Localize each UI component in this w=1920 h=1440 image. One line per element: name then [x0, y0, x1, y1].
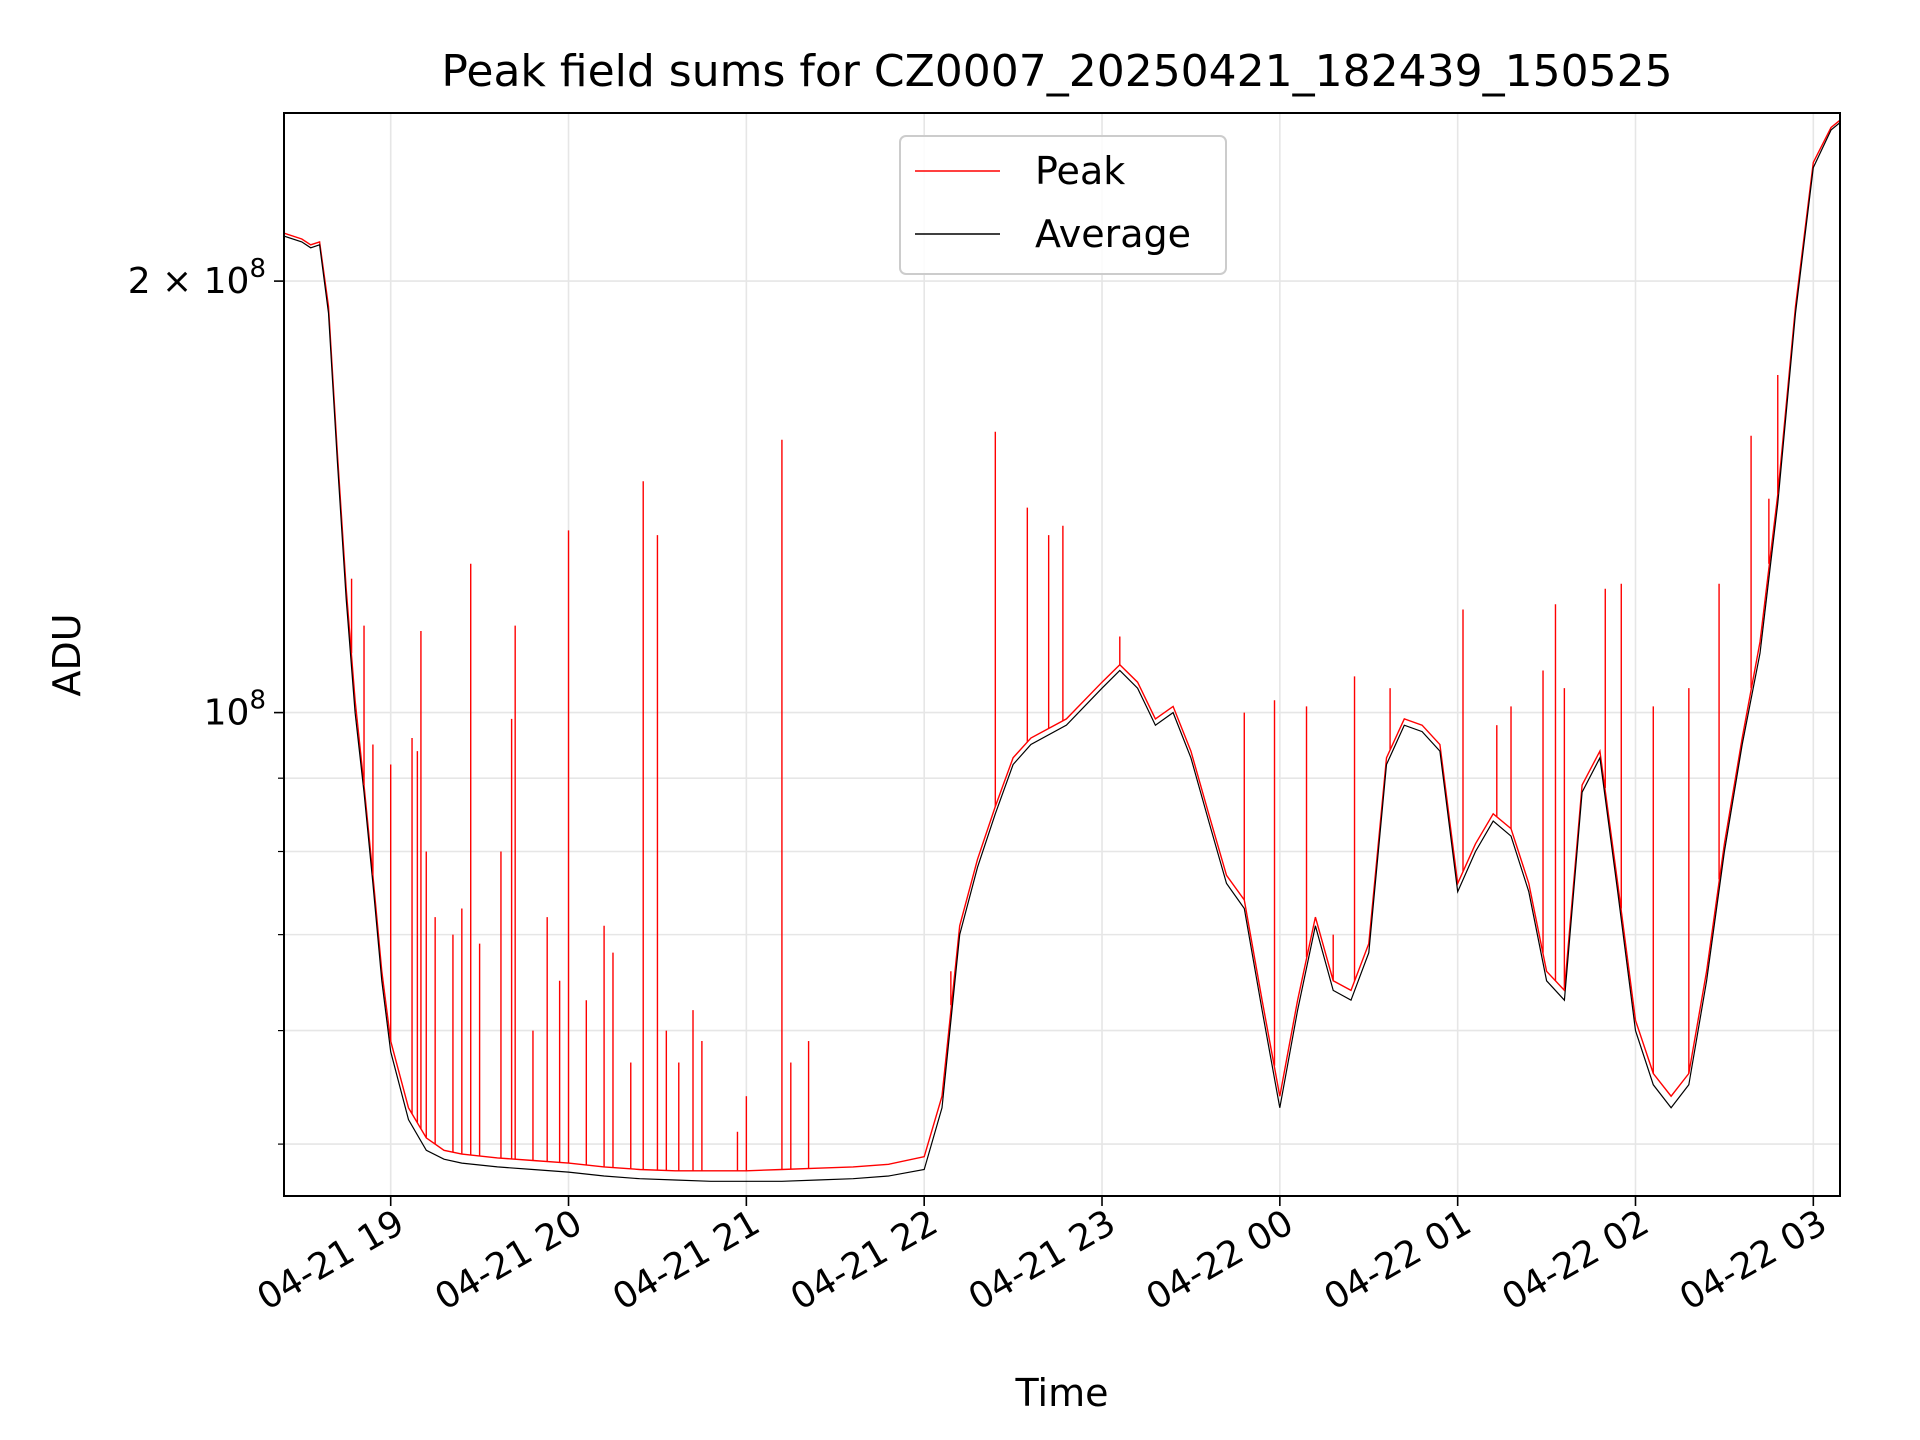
series-line-peak: [284, 119, 1840, 1172]
grid: [284, 113, 1840, 1196]
y-tick-label: 108: [204, 686, 266, 734]
x-axis-title: Time: [1015, 1371, 1109, 1415]
legend: Peak Average: [899, 135, 1227, 275]
legend-label-average: Average: [1035, 212, 1191, 256]
series-line-average: [284, 122, 1840, 1182]
plot-background: [284, 113, 1840, 1196]
chart-title: Peak field sums for CZ0007_20250421_1824…: [441, 46, 1672, 97]
plot-area: 04-21 19 04-21 20 04-21 21 04-21 22 04-21 23…: [128, 112, 1841, 1319]
y-axis-title: ADU: [45, 613, 89, 696]
y-tick-label: 2 × 108: [128, 254, 266, 302]
legend-label-peak: Peak: [1035, 149, 1125, 193]
series-layer: [284, 119, 1840, 1182]
plot-frame: [283, 112, 1841, 1197]
